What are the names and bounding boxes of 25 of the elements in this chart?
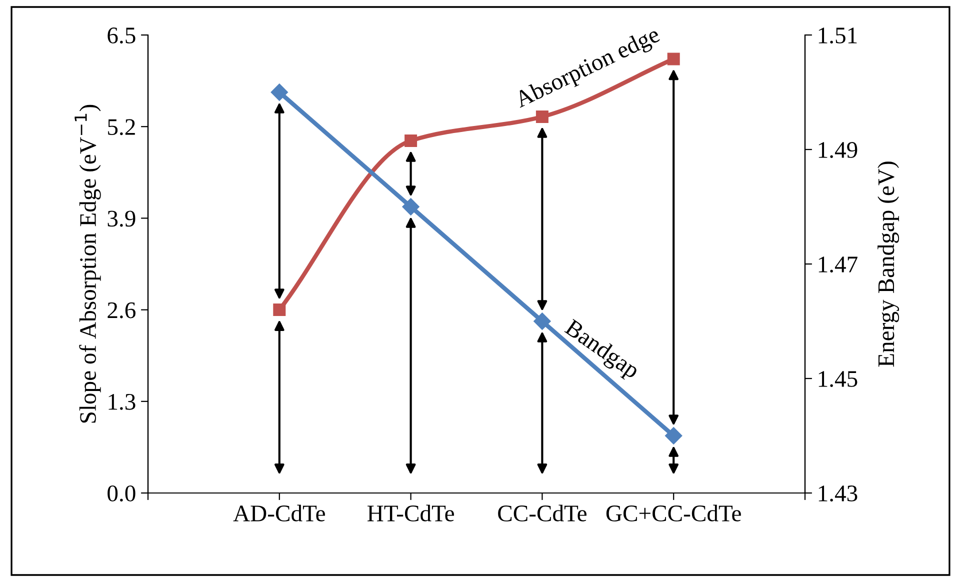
point: [273, 304, 286, 316]
point: [404, 134, 418, 147]
point: [534, 312, 551, 330]
y-tick-label: 5.2: [108, 119, 135, 136]
y-axis-title: Slope of Absorption Edge (eV$^{−1}$): [74, 104, 101, 423]
y2-tick-label: 1.43: [818, 486, 858, 502]
point: [536, 110, 548, 123]
point: [665, 427, 682, 444]
y2-axis-title: Energy Bandgap (eV): [878, 162, 900, 367]
x-tick-label: AD-CdTe: [233, 504, 325, 522]
y2-tick-label: 1.51: [818, 28, 857, 44]
point: [667, 52, 680, 66]
y-tick-label: 2.6: [108, 302, 136, 318]
y-tick-label: 0.0: [108, 485, 136, 502]
y-tick-label: 1.3: [108, 394, 136, 410]
y2-tick-label: 1.45: [818, 371, 858, 388]
point: [270, 84, 288, 101]
y-tick-label: 3.9: [108, 210, 136, 227]
point: [402, 198, 420, 216]
x-tick-label: CC-CdTe: [498, 504, 586, 522]
x-tick-label: GC+CC-CdTe: [606, 504, 741, 522]
y2-tick-label: 1.49: [818, 142, 858, 158]
x-tick-label: HT-CdTe: [367, 504, 454, 522]
y2-tick-label: 1.47: [818, 256, 858, 273]
y-tick-label: 6.5: [108, 28, 136, 44]
